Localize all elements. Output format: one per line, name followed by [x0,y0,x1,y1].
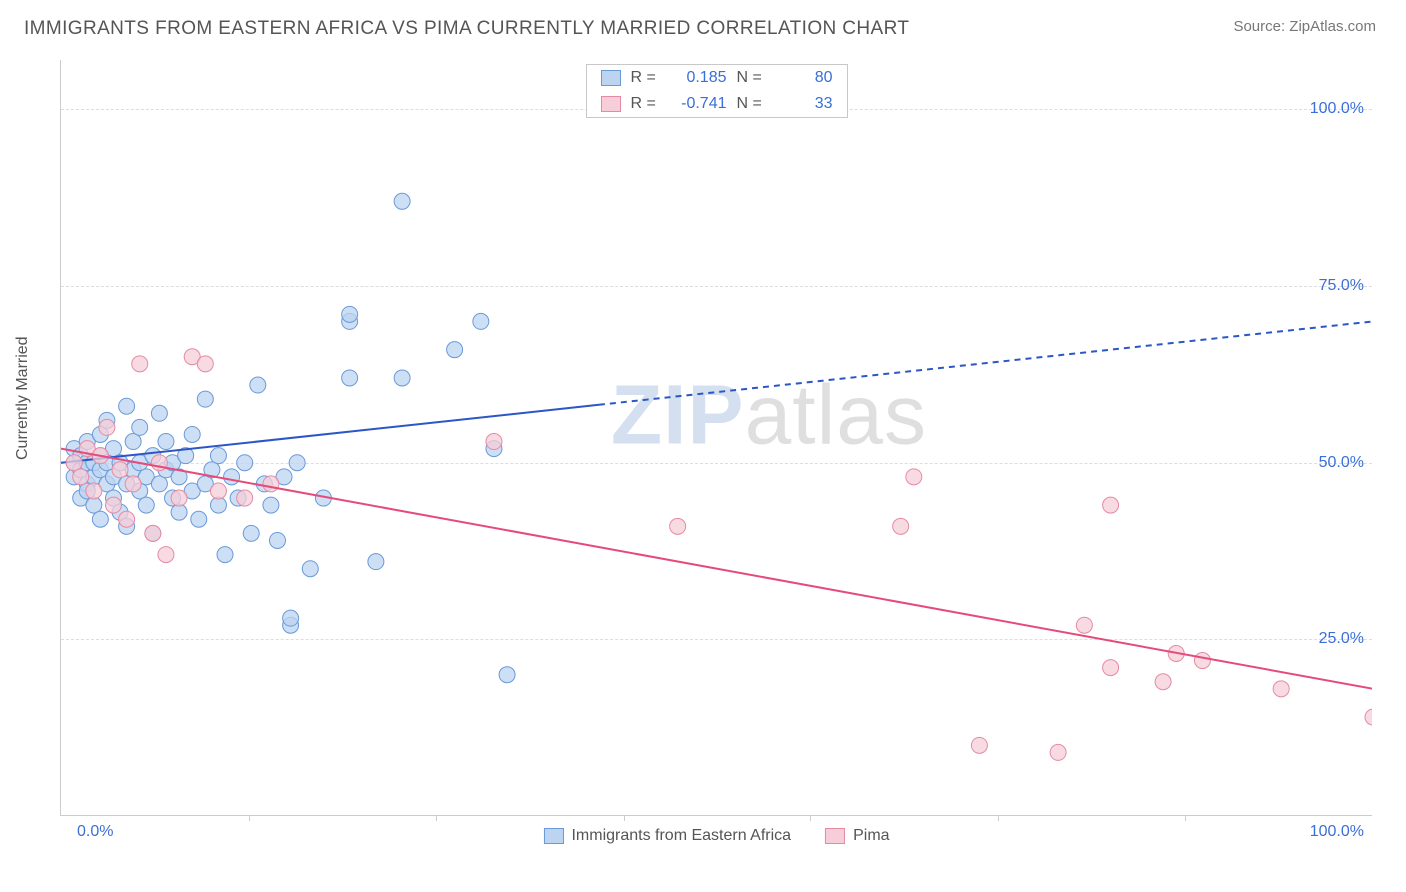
data-point [250,377,266,393]
legend-bottom: Immigrants from Eastern Africa Pima [543,827,889,845]
data-point [283,610,299,626]
trend-line-dashed [599,321,1372,404]
r-label: R = [631,95,661,113]
legend-row-series-1: R = 0.185 N = 80 [587,65,847,91]
data-point [191,511,207,527]
data-point [119,511,135,527]
data-point [1155,674,1171,690]
x-tick [436,815,437,821]
data-point [125,476,141,492]
data-point [473,313,489,329]
data-point [197,391,213,407]
data-point [197,356,213,372]
x-tick [624,815,625,821]
n-value-2: 33 [777,95,833,113]
x-axis-min-label: 0.0% [77,823,113,841]
data-point [302,561,318,577]
data-point [217,547,233,563]
data-point [394,193,410,209]
legend-bottom-item-2: Pima [825,827,889,845]
data-point [86,483,102,499]
data-point [210,448,226,464]
data-point [210,483,226,499]
data-point [263,497,279,513]
data-point [394,370,410,386]
legend-correlation-box: R = 0.185 N = 80 R = -0.741 N = 33 [586,64,848,118]
data-point [92,511,108,527]
n-value-1: 80 [777,69,833,87]
legend-swatch-1 [601,70,621,86]
data-point [99,419,115,435]
data-point [499,667,515,683]
data-point [237,490,253,506]
data-point [224,469,240,485]
x-axis-max-label: 100.0% [1310,823,1364,841]
legend-swatch-2 [601,96,621,112]
data-point [342,306,358,322]
data-point [1103,660,1119,676]
data-point [105,497,121,513]
data-point [237,455,253,471]
data-point [486,434,502,450]
data-point [171,504,187,520]
data-point [158,434,174,450]
data-point [243,525,259,541]
legend-series-label-1: Immigrants from Eastern Africa [571,827,791,845]
legend-series-label-2: Pima [853,827,889,845]
r-label: R = [631,69,661,87]
data-point [151,405,167,421]
chart-container: Currently Married ZIPatlas R = 0.185 N =… [44,60,1384,840]
data-point [151,476,167,492]
data-point [112,462,128,478]
legend-row-series-2: R = -0.741 N = 33 [587,91,847,117]
data-point [66,455,82,471]
data-point [158,547,174,563]
r-value-2: -0.741 [671,95,727,113]
legend-bottom-item-1: Immigrants from Eastern Africa [543,827,791,845]
n-label: N = [737,95,767,113]
data-point [971,737,987,753]
data-point [86,497,102,513]
x-tick [1185,815,1186,821]
data-point [906,469,922,485]
x-tick [249,815,250,821]
trend-line-solid [61,449,1372,689]
data-point [119,398,135,414]
data-point [269,532,285,548]
data-point [145,525,161,541]
data-point [893,518,909,534]
data-point [447,342,463,358]
r-value-1: 0.185 [671,69,727,87]
legend-swatch-icon [543,828,563,844]
data-point [132,356,148,372]
data-point [1076,617,1092,633]
data-point [132,419,148,435]
scatter-svg [61,60,1372,815]
chart-title: IMMIGRANTS FROM EASTERN AFRICA VS PIMA C… [24,18,909,40]
data-point [1194,653,1210,669]
data-point [184,426,200,442]
data-point [1365,709,1372,725]
data-point [263,476,279,492]
data-point [73,469,89,485]
data-point [289,455,305,471]
data-point [138,497,154,513]
y-axis-label: Currently Married [14,336,32,460]
legend-swatch-icon [825,828,845,844]
data-point [1050,744,1066,760]
source-label: Source: ZipAtlas.com [1233,18,1376,35]
data-point [670,518,686,534]
data-point [342,370,358,386]
n-label: N = [737,69,767,87]
data-point [171,490,187,506]
data-point [210,497,226,513]
x-tick [810,815,811,821]
plot-area: ZIPatlas R = 0.185 N = 80 R = -0.741 N =… [60,60,1372,816]
data-point [1103,497,1119,513]
data-point [125,434,141,450]
x-tick [998,815,999,821]
data-point [368,554,384,570]
data-point [1273,681,1289,697]
